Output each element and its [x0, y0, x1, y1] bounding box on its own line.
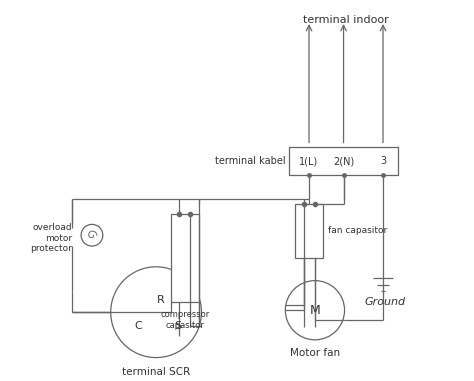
Text: Motor fan: Motor fan — [290, 348, 340, 358]
Circle shape — [81, 224, 103, 246]
Text: fan capasitor: fan capasitor — [328, 226, 387, 235]
Text: overload
motor
protector: overload motor protector — [30, 223, 72, 253]
Text: 3: 3 — [380, 156, 386, 166]
Text: R: R — [157, 295, 165, 305]
Text: terminal kabel: terminal kabel — [215, 156, 285, 166]
Text: Ground: Ground — [365, 298, 406, 307]
Text: 2(N): 2(N) — [333, 156, 354, 166]
Bar — [171, 213, 199, 303]
Circle shape — [111, 267, 201, 358]
Text: C: C — [135, 321, 142, 331]
Text: terminal SCR: terminal SCR — [122, 367, 190, 378]
Bar — [289, 147, 398, 175]
Circle shape — [285, 281, 345, 340]
Text: S: S — [174, 321, 182, 331]
Bar — [295, 204, 323, 258]
Text: terminal indoor: terminal indoor — [303, 15, 389, 25]
Text: 1(L): 1(L) — [300, 156, 319, 166]
Text: compressor
capasitor: compressor capasitor — [160, 310, 210, 330]
Text: M: M — [310, 304, 320, 317]
